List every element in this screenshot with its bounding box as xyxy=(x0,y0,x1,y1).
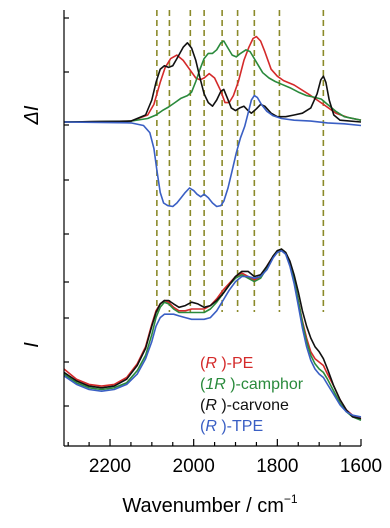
axes xyxy=(63,10,361,447)
x-tick-label-1600: 1600 xyxy=(340,456,382,477)
series-line-p1-3 xyxy=(63,250,362,418)
legend-entry-1-part-0: ( xyxy=(200,376,206,393)
legend-entry-3: (R )-TPE xyxy=(200,418,263,435)
series-line-p1-0 xyxy=(63,248,362,420)
legend-entry-1: (1R )-camphor xyxy=(200,376,304,393)
legend-entry-1-part-1: 1R xyxy=(205,376,226,393)
y-axis-label-delta-i: ΔI xyxy=(21,105,43,125)
legend: (R )-PE(1R )-camphor(R )-carvone(R )-TPE xyxy=(200,355,304,435)
x-axis-label: Wavenumber / cm−1 xyxy=(122,492,298,517)
legend-entry-3-part-0: ( xyxy=(200,418,206,435)
legend-entry-0-part-0: ( xyxy=(200,355,206,372)
series-line-p0-3 xyxy=(63,94,362,208)
series-line-p0-0 xyxy=(63,35,362,123)
legend-entry-0-part-1: R xyxy=(205,355,217,372)
tick-marks xyxy=(64,17,362,446)
x-tick-label-1800: 1800 xyxy=(256,456,298,477)
y-axis-label-i: I xyxy=(21,342,43,348)
legend-entry-3-part-2: )-TPE xyxy=(217,418,263,435)
legend-entry-2-part-0: ( xyxy=(200,397,206,414)
legend-entry-2: (R )-carvone xyxy=(200,397,289,414)
legend-entry-2-part-1: R xyxy=(205,397,217,414)
series-lines xyxy=(63,35,362,422)
x-axis-label-superscript: −1 xyxy=(284,492,298,506)
legend-entry-2-part-2: )-carvone xyxy=(217,397,289,414)
series-line-p1-2 xyxy=(63,248,362,420)
series-line-p0-2 xyxy=(63,42,362,123)
x-axis-label-text: Wavenumber / cm xyxy=(122,495,284,517)
legend-entry-3-part-1: R xyxy=(205,418,217,435)
dashed-reference-lines xyxy=(156,10,325,312)
series-line-p1-1 xyxy=(63,248,362,422)
legend-entry-1-part-2: )-camphor xyxy=(226,376,304,393)
legend-entry-0-part-2: )-PE xyxy=(217,355,253,372)
x-tick-label-2200: 2200 xyxy=(89,456,131,477)
x-tick-label-2000: 2000 xyxy=(173,456,215,477)
series-line-p0-1 xyxy=(63,40,362,123)
legend-entry-0: (R )-PE xyxy=(200,355,253,372)
x-tick-labels: 2200 2000 1800 1600 xyxy=(89,456,382,477)
